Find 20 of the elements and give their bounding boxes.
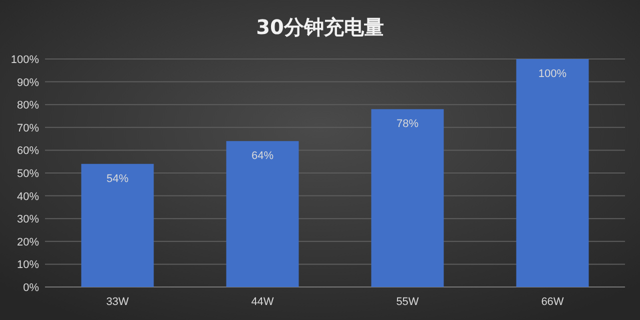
y-tick-label: 90% bbox=[16, 76, 40, 89]
x-tick-label: 44W bbox=[251, 296, 274, 308]
x-tick-label: 66W bbox=[541, 296, 564, 308]
data-label: 78% bbox=[396, 118, 419, 130]
data-label: 64% bbox=[251, 150, 274, 162]
y-tick-label: 50% bbox=[16, 168, 40, 180]
x-tick-label: 55W bbox=[396, 296, 420, 308]
y-tick-label: 0% bbox=[23, 282, 40, 294]
y-tick-label: 70% bbox=[16, 122, 40, 134]
y-tick-label: 30% bbox=[16, 214, 40, 226]
x-tick-label: 33W bbox=[106, 296, 130, 308]
y-tick-label: 80% bbox=[16, 100, 40, 112]
data-label: 100% bbox=[538, 68, 567, 80]
y-tick-label: 20% bbox=[16, 236, 40, 248]
y-tick-label: 100% bbox=[10, 54, 40, 66]
chart-title: 30分钟充电量 bbox=[256, 15, 384, 39]
data-label: 54% bbox=[106, 172, 129, 185]
y-tick-label: 10% bbox=[16, 259, 40, 272]
y-tick-label: 60% bbox=[16, 145, 40, 158]
y-tick-label: 40% bbox=[16, 190, 40, 203]
